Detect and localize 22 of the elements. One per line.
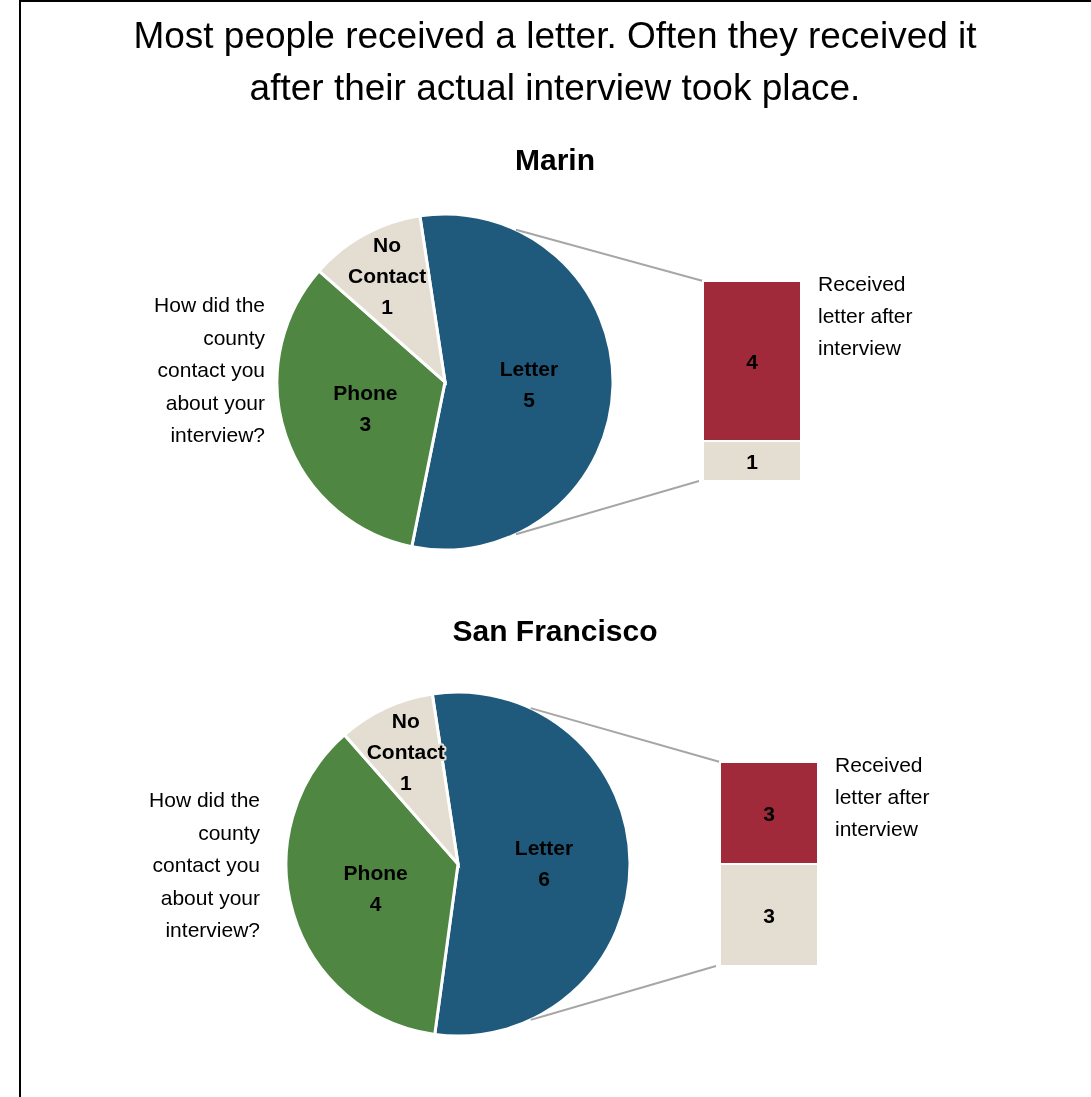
- data-label: 3: [763, 904, 775, 927]
- slice-label: No Contact: [348, 232, 427, 287]
- data-label: 4: [369, 892, 382, 916]
- slice-label: Letter: [499, 356, 559, 380]
- data-label: 1: [399, 770, 412, 794]
- chart-title: Most people received a letter. Often they received it after their actual interview took place.: [133, 15, 978, 108]
- data-label: 3: [359, 412, 372, 436]
- data-label: 4: [746, 350, 759, 373]
- data-label: 1: [746, 450, 759, 473]
- chart-subtitle: Marin: [514, 143, 596, 176]
- data-label: 5: [523, 387, 536, 411]
- chart-title: San Francisco: [452, 614, 658, 647]
- data-label: 6: [538, 866, 550, 890]
- data-label: 3: [763, 802, 775, 825]
- text: How did the county contact you about your interview?: [149, 788, 261, 941]
- series-label: Received letter after interview: [818, 272, 913, 359]
- series-label: Received letter after interview: [835, 753, 930, 840]
- data-label: 1: [381, 294, 394, 318]
- slice-label: Letter: [514, 835, 574, 859]
- slice-label: Phone: [343, 861, 408, 885]
- slice-label: Phone: [333, 381, 398, 405]
- text: How did the county contact you about your interview?: [154, 293, 266, 446]
